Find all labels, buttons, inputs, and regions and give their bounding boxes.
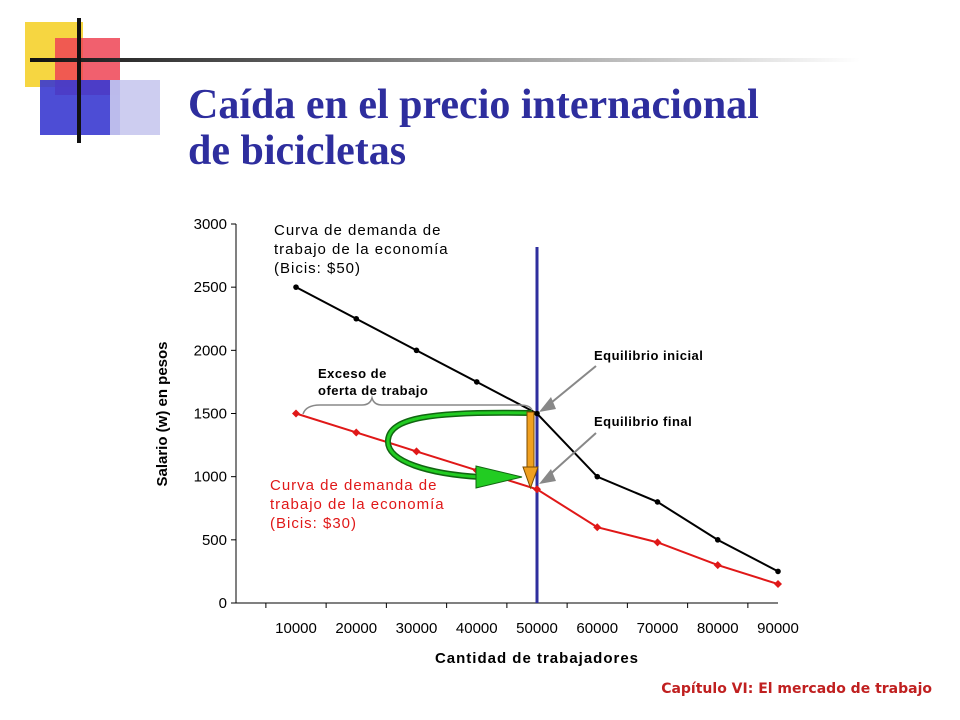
arrow-final-head <box>539 469 556 484</box>
series-1-point <box>775 568 781 575</box>
annotation-equilibrium-final: Equilibrio final <box>594 414 692 429</box>
x-tick-label: 30000 <box>396 620 438 637</box>
x-tick-label: 40000 <box>456 620 498 637</box>
series-2-point <box>412 447 421 456</box>
x-tick-label: 70000 <box>637 620 679 637</box>
y-tick-label: 2500 <box>194 279 227 296</box>
series-1-label: Curva de demanda de <box>274 222 441 239</box>
x-tick-label: 60000 <box>576 620 618 637</box>
series-2-label: (Bicis: $30) <box>270 515 357 532</box>
title-decoration <box>25 18 860 143</box>
y-tick-label: 1500 <box>194 406 227 423</box>
green-arrow-body <box>386 411 533 479</box>
slide-title: Caída en el precio internacional de bici… <box>188 82 888 174</box>
series-2-point <box>653 538 662 547</box>
series-2-point <box>352 428 361 437</box>
arrow-initial-head <box>539 397 556 412</box>
series-1-point <box>413 347 420 354</box>
slide-title-line-1: Caída en el precio internacional <box>188 82 759 128</box>
series-1-point <box>594 473 601 480</box>
y-tick-label: 3000 <box>194 216 227 233</box>
series-1-point <box>473 379 480 385</box>
series-2-label: Curva de demanda de <box>270 477 437 494</box>
deco-horizontal-line <box>30 58 860 62</box>
series-1-point <box>293 284 299 290</box>
arrow-final-shaft <box>545 432 597 479</box>
y-tick-label: 0 <box>219 595 227 612</box>
arrow-initial-shaft <box>545 365 597 408</box>
x-axis-title: Cantidad de trabajadores <box>435 650 639 667</box>
green-arrow-outline <box>385 409 533 480</box>
series-2-point <box>292 409 300 418</box>
series-1-point <box>534 410 540 417</box>
orange-arrow-head <box>522 466 539 490</box>
x-tick-label: 20000 <box>335 620 377 637</box>
series-2-point <box>774 580 782 589</box>
y-axis-title: Salario (w) en pesos <box>154 341 171 486</box>
deco-vertical-line <box>77 18 81 143</box>
series-1-point <box>353 315 360 322</box>
x-tick-label: 50000 <box>516 620 558 637</box>
series-2-point <box>533 485 541 494</box>
x-tick-label: 90000 <box>757 620 799 637</box>
series-2-point <box>593 523 602 532</box>
slide-title-line-2: de bicicletas <box>188 128 407 174</box>
orange-arrow-shaft <box>526 411 535 469</box>
annotation-excess-supply: oferta de trabajo <box>318 383 428 398</box>
annotation-equilibrium-initial: Equilibrio inicial <box>594 348 703 363</box>
deco-lightblue-square <box>110 80 160 135</box>
y-tick-label: 500 <box>202 532 227 549</box>
annotation-excess-supply: Exceso de <box>318 366 387 381</box>
x-tick-label: 10000 <box>275 620 317 637</box>
y-tick-label: 2000 <box>194 342 227 359</box>
series-2-point <box>713 561 722 570</box>
series-2-label: trabajo de la economía <box>270 496 445 513</box>
excess-supply-brace <box>302 395 533 415</box>
y-tick-label: 1000 <box>194 469 227 486</box>
series-1-point <box>714 537 721 543</box>
series-1-label: trabajo de la economía <box>274 241 449 258</box>
footer-chapter: Capítulo VI: El mercado de trabajo <box>661 681 932 697</box>
x-tick-label: 80000 <box>697 620 739 637</box>
green-arrow-head <box>475 465 523 489</box>
series-1-point <box>654 499 661 505</box>
series-1-label: (Bicis: $50) <box>274 260 361 277</box>
